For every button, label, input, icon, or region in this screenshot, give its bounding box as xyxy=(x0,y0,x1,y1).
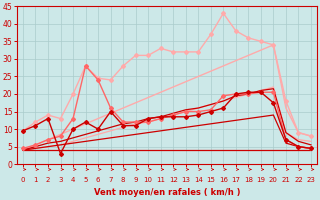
X-axis label: Vent moyen/en rafales ( km/h ): Vent moyen/en rafales ( km/h ) xyxy=(94,188,240,197)
